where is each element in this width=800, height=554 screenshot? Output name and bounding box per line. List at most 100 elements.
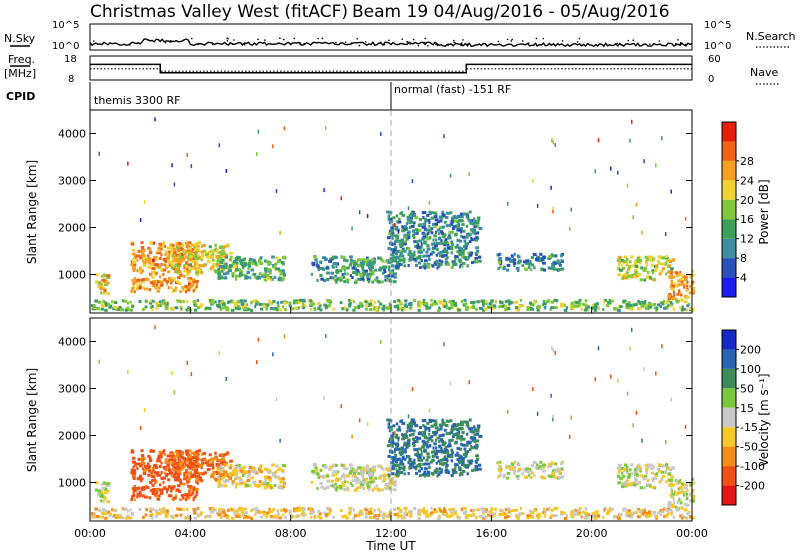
velocity-echo-cell: [254, 506, 258, 510]
velocity-echo-cell: [328, 510, 331, 514]
power-echo-cell: [465, 305, 470, 309]
velocity-echo-cell: [342, 466, 347, 470]
velocity-echo-cell: [179, 461, 182, 465]
power-echo-cell: [398, 262, 401, 266]
power-echo-cell: [150, 263, 153, 267]
power-echo-cell: [203, 249, 206, 253]
velocity-echo-cell: [248, 465, 253, 469]
power-echo-cell: [586, 306, 589, 310]
power-echo-cell: [243, 299, 247, 303]
power-echo-cell: [423, 266, 427, 270]
power-echo-cell: [678, 271, 681, 275]
power-echo-cell: [258, 302, 263, 306]
velocity-echo-cell: [189, 471, 193, 475]
power-echo-cell: [462, 261, 466, 265]
velocity-echo-cell: [106, 500, 111, 504]
velocity-echo-cell: [434, 470, 438, 474]
velocity-echo-cell: [470, 509, 474, 513]
velocity-echo-cell: [651, 479, 655, 483]
velocity-echo-cell: [211, 473, 215, 477]
velocity-echo-cell: [183, 457, 186, 461]
velocity-echo-cell: [454, 441, 458, 445]
velocity-echo-cell: [142, 467, 145, 471]
power-echo-cell: [642, 301, 647, 305]
velocity-echo-cell: [223, 484, 227, 488]
power-echo-cell: [410, 216, 413, 220]
velocity-echo-cell: [326, 485, 330, 489]
power-echo-cell: [627, 266, 630, 270]
power-echo-cell: [587, 305, 591, 309]
velocity-echo-cell: [401, 462, 405, 466]
velocity-echo-cell: [462, 469, 466, 473]
velocity-echo-cell: [186, 360, 188, 365]
velocity-echo-cell: [180, 515, 183, 519]
power-echo-cell: [526, 306, 531, 310]
power-echo-cell: [389, 303, 393, 307]
velocity-echo-cell: [494, 507, 497, 511]
power-echo-cell: [173, 258, 178, 262]
velocity-echo-cell: [621, 484, 625, 488]
velocity-echo-cell: [424, 462, 428, 466]
power-echo-cell: [172, 277, 176, 281]
power-echo-cell: [406, 218, 409, 222]
velocity-echo-cell: [667, 512, 670, 516]
velocity-echo-cell: [369, 469, 373, 473]
velocity-echo-cell: [141, 486, 146, 490]
velocity-echo-cell: [140, 460, 145, 464]
velocity-echo-cell: [366, 422, 369, 427]
velocity-echo-cell: [622, 474, 626, 478]
velocity-echo-cell: [407, 414, 410, 419]
velocity-echo-cell: [317, 515, 321, 519]
power-echo-cell: [221, 261, 224, 265]
power-echo-cell: [388, 302, 392, 306]
velocity-echo-cell: [381, 479, 384, 483]
power-echo-cell: [295, 306, 299, 310]
velocity-echo-cell: [418, 436, 422, 440]
velocity-echo-cell: [158, 455, 163, 459]
velocity-echo-cell: [398, 457, 401, 461]
power-echo-cell: [622, 266, 626, 270]
power-echo-cell: [400, 244, 404, 248]
velocity-echo-cell: [634, 472, 639, 476]
velocity-echo-cell: [641, 438, 643, 443]
power-echo-cell: [680, 308, 684, 312]
power-echo-cell: [434, 302, 439, 306]
power-echo-cell: [463, 298, 467, 302]
velocity-echo-cell: [151, 512, 154, 516]
power-echo-cell: [388, 261, 392, 265]
velocity-echo-cell: [312, 463, 317, 467]
power-echo-cell: [398, 217, 401, 221]
velocity-echo-cell: [175, 488, 180, 492]
power-echo-cell: [662, 267, 666, 271]
velocity-echo-cell: [451, 468, 456, 472]
velocity-echo-cell: [584, 511, 587, 515]
power-echo-cell: [120, 308, 124, 312]
velocity-echo-cell: [673, 501, 676, 505]
velocity-echo-cell: [312, 469, 316, 473]
power-echo-cell: [335, 255, 338, 259]
power-echo-cell: [324, 126, 327, 131]
noise-search-point: [264, 39, 266, 41]
velocity-echo-cell: [219, 453, 224, 457]
noise-search-point: [453, 41, 455, 44]
noise-search-point: [233, 39, 235, 41]
velocity-echo-cell: [573, 512, 577, 516]
velocity-echo-cell: [584, 507, 588, 511]
freq-label: Freq.: [8, 53, 35, 66]
power-echo-cell: [506, 263, 511, 267]
power-echo-cell: [372, 307, 376, 311]
velocity-echo-cell: [634, 511, 638, 515]
velocity-echo-cell: [389, 465, 393, 469]
velocity-echo-cell: [502, 473, 506, 477]
velocity-colorbar-swatch: [722, 330, 736, 350]
velocity-colorbar-tick-label: 50: [740, 382, 754, 395]
power-echo-cell: [533, 301, 536, 305]
power-echo-cell: [427, 306, 432, 310]
velocity-echo-cell: [451, 424, 454, 428]
velocity-echo-cell: [102, 508, 106, 512]
power-echo-cell: [197, 256, 202, 260]
power-echo-cell: [343, 280, 347, 284]
power-echo-cell: [467, 251, 470, 255]
power-echo-cell: [439, 250, 444, 254]
velocity-echo-cell: [123, 507, 127, 511]
